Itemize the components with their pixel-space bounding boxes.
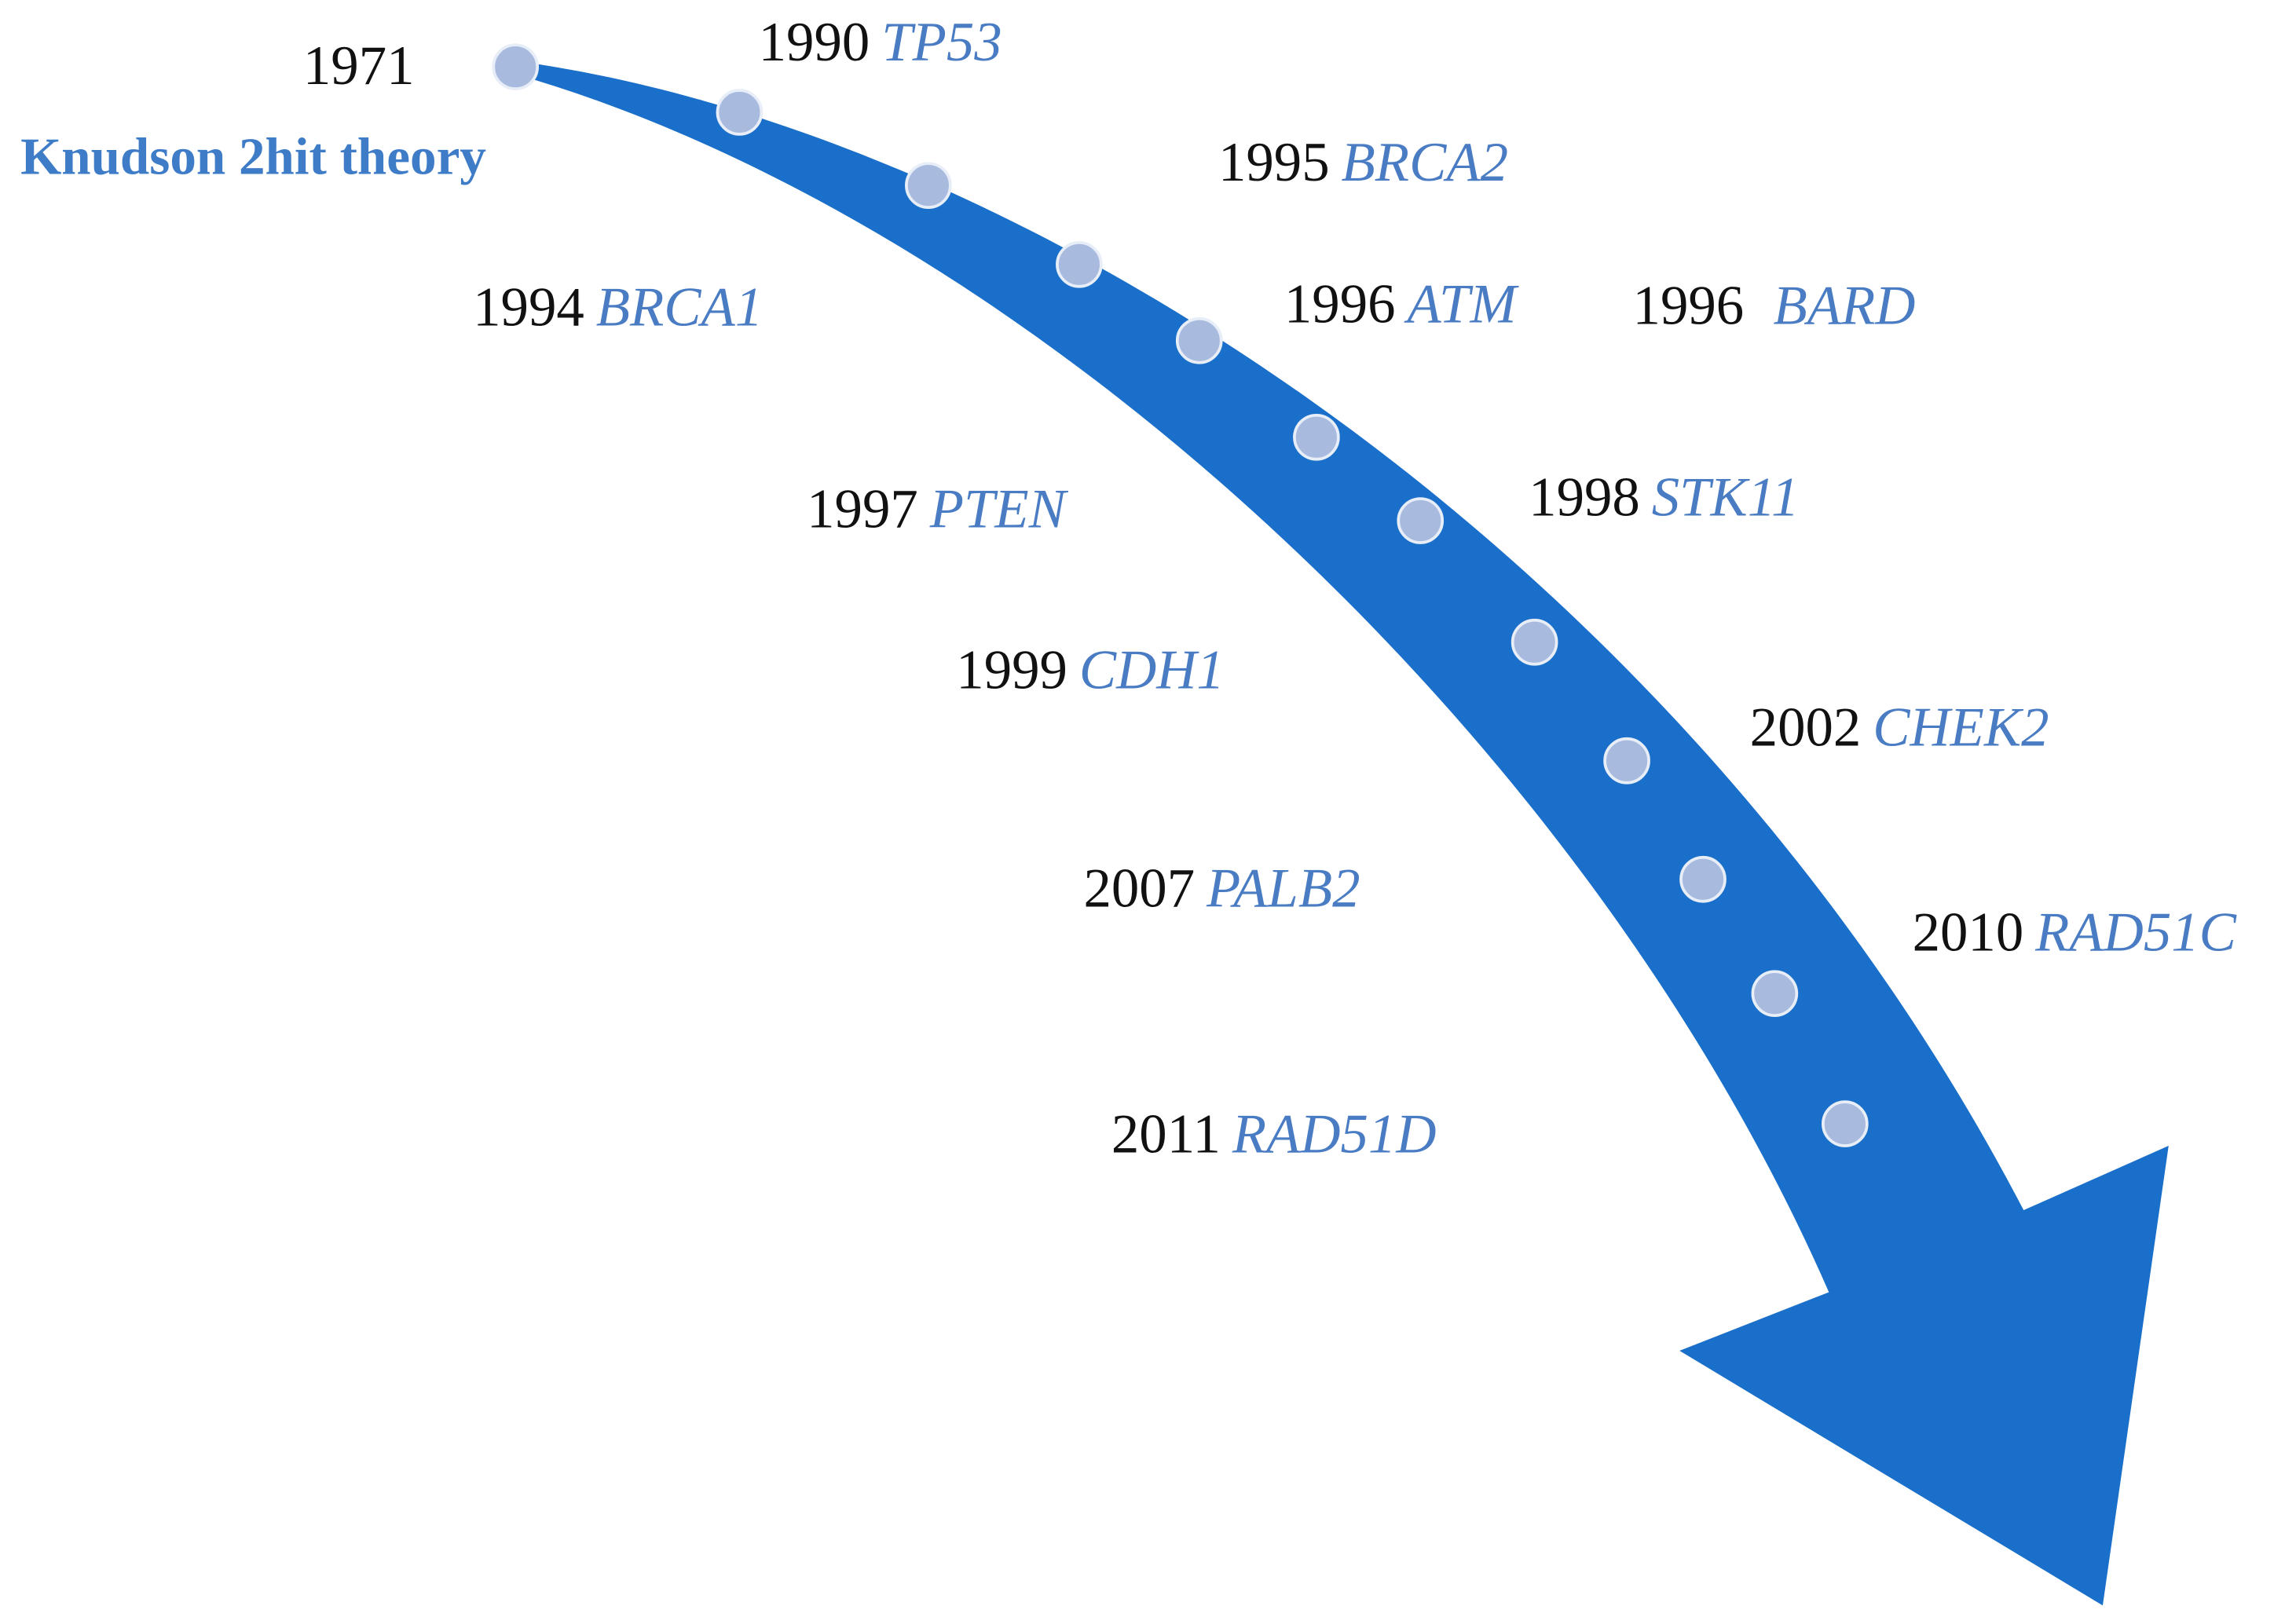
event-label: 2010 RAD51C: [1913, 902, 2237, 964]
event-year: 1995: [1218, 132, 1330, 193]
timeline-dot: [1822, 1100, 1869, 1147]
event-year: 2011: [1111, 1104, 1221, 1165]
timeline-dot: [1603, 737, 1650, 785]
timeline-dots: [492, 43, 1869, 1147]
event-label: 1996 BARD: [1633, 276, 1916, 337]
event-year: 2007: [1083, 858, 1195, 920]
timeline-dot: [716, 89, 764, 136]
event-label: 2007 PALB2: [1083, 858, 1360, 920]
event-label: 2002 CHEK2: [1750, 697, 2049, 759]
event-gene: BRCA1: [596, 277, 763, 338]
event-label: 1998 STK11: [1529, 467, 1799, 529]
event-year: 1999: [956, 640, 1067, 701]
event-year: 1990: [759, 12, 870, 73]
event-gene: CDH1: [1079, 640, 1225, 701]
event-label: 1994 BRCA1: [473, 277, 763, 338]
timeline-arrow: [515, 60, 2169, 1606]
origin-year: 1971: [303, 35, 415, 97]
event-year: 1997: [807, 479, 918, 540]
event-year: 2002: [1750, 697, 1862, 759]
event-label: 1990 TP53: [759, 12, 1002, 73]
timeline-dot: [1511, 618, 1558, 666]
event-gene: PTEN: [929, 479, 1069, 540]
timeline-dot: [905, 162, 952, 209]
event-label: 2011 RAD51D: [1111, 1104, 1437, 1165]
event-label: 1995 BRCA2: [1218, 132, 1508, 193]
event-gene: CHEK2: [1873, 697, 2049, 759]
event-label: 1997 PTEN: [807, 479, 1068, 540]
event-gene: PALB2: [1206, 858, 1360, 920]
timeline-dot: [1293, 413, 1340, 461]
timeline-dot: [492, 43, 540, 90]
timeline-dot: [1056, 240, 1103, 288]
event-year: 1996: [1284, 274, 1396, 335]
event-gene: RAD51C: [2034, 902, 2237, 964]
event-gene: BRCA2: [1342, 132, 1508, 193]
event-gene: RAD51D: [1232, 1104, 1437, 1165]
origin-label: Knudson 2hit theory: [20, 127, 486, 186]
timeline-dot: [1175, 316, 1223, 364]
event-gene: TP53: [881, 12, 1002, 73]
event-gene: BARD: [1773, 276, 1915, 337]
event-year: 1996: [1633, 276, 1745, 337]
timeline-dot: [1679, 855, 1727, 903]
event-gene: ATM: [1404, 274, 1519, 335]
event-year: 1998: [1529, 467, 1640, 529]
event-label: 1996 ATM: [1284, 274, 1520, 335]
event-label: 1999 CDH1: [956, 640, 1225, 701]
event-gene: STK11: [1652, 467, 1800, 529]
event-year: 1994: [473, 277, 584, 338]
event-year: 2010: [1913, 902, 2024, 964]
timeline-dot: [1397, 497, 1445, 544]
timeline-dot: [1751, 970, 1799, 1017]
